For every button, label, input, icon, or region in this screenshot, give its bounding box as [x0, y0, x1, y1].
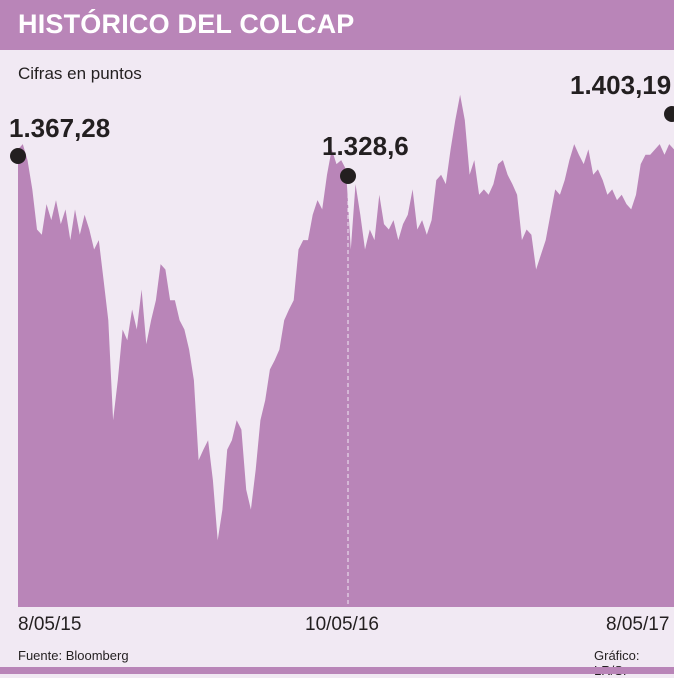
annotation-marker	[10, 148, 26, 164]
source-note: Fuente: Bloomberg	[18, 648, 129, 663]
annotation-marker	[340, 168, 356, 184]
header-bar: HISTÓRICO DEL COLCAP	[0, 0, 674, 50]
annotation-start: 1.367,28	[9, 113, 111, 143]
footer-bar	[0, 667, 674, 674]
annotation-end: 1.403,19	[570, 70, 672, 100]
area-series	[18, 94, 674, 607]
chart-title: HISTÓRICO DEL COLCAP	[18, 9, 355, 39]
annotation-marker	[664, 106, 674, 122]
x-tick-label: 8/05/17	[606, 614, 670, 635]
chart-subtitle: Cifras en puntos	[18, 64, 142, 83]
annotation-mid: 1.328,6	[322, 131, 409, 161]
x-tick-label: 8/05/15	[18, 614, 82, 635]
x-tick-label: 10/05/16	[305, 614, 379, 635]
